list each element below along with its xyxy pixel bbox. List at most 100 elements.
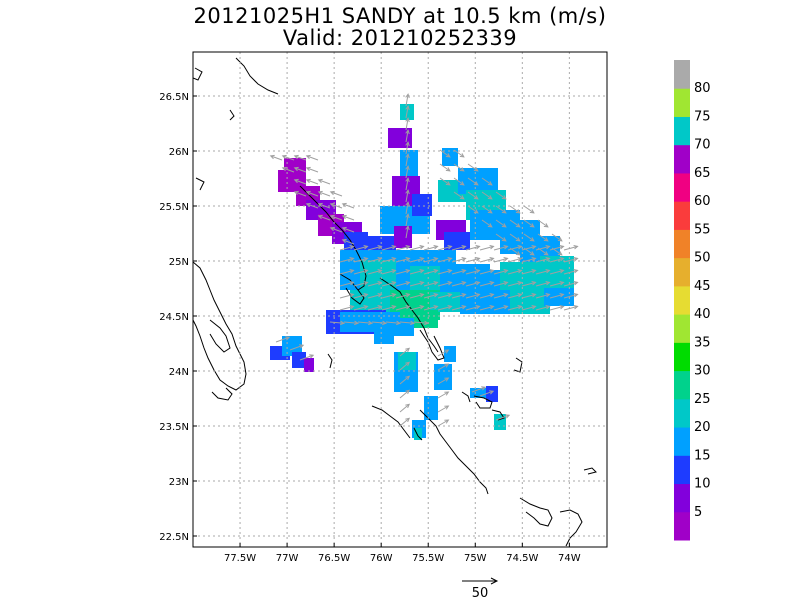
wind-vector [339,245,355,251]
wind-vector [537,219,549,228]
wind-vector [381,305,397,311]
wind-vector [551,233,563,242]
wind-vector [481,219,493,228]
wind-cell [494,414,506,430]
wind-vector [549,293,565,299]
wind-vector [439,163,451,172]
wind-cell [458,168,498,194]
lon-tick-label: 74.5W [506,553,538,564]
wind-vector [353,269,369,275]
wind-vector [535,305,551,311]
wind-vector [405,225,410,239]
wind-vector [495,219,507,228]
wind-vector [479,305,495,311]
wind-vector [521,281,537,287]
wind-vector [437,405,450,413]
wind-vector [329,320,346,326]
wind-vector [329,214,343,221]
lat-tick-label: 22.5N [159,532,189,543]
wind-vector [535,293,551,299]
wind-vector [549,305,565,311]
wind-vector [451,257,467,263]
wind-vector [453,191,465,200]
wind-vector [437,391,450,399]
wind-vector [509,247,521,256]
wind-vector [305,166,319,173]
wind-vector [437,363,450,371]
wind-vector [367,269,383,275]
wind-vector [381,281,397,287]
wind-vector [549,281,565,287]
wind-vector [399,389,411,399]
wind-vector [537,233,549,242]
colorbar-label: 80 [694,81,711,96]
wind-cell [278,170,290,192]
wind-vector [521,245,537,251]
wind-vector [537,247,549,256]
wind-vector [439,177,451,186]
wind-vector [509,219,521,228]
wind-vector [465,305,481,311]
wind-vector [465,269,481,275]
wind-vector [395,305,411,311]
wind-vector [371,320,388,326]
wind-vector [405,189,410,203]
wind-vector [549,257,565,263]
wind-vector [493,257,509,263]
wind-vector [395,293,411,299]
wind-vector [405,93,410,107]
lon-tick-label: 74W [558,553,581,564]
colorbar: 5 10 15 20 25 30 35 40 45 50 55 60 65 70 75 80 [674,60,711,541]
wind-vector [405,213,410,227]
wind-vector [551,247,563,256]
wind-vector [495,205,507,214]
wind-vector [405,141,410,155]
wind-vector [479,390,495,397]
wind-vector [521,293,537,299]
colorbar-segment [674,229,690,259]
wind-vector [367,293,383,299]
colorbar-label: 25 [694,392,711,407]
wind-vector [479,245,495,251]
wind-vector [409,257,425,263]
colorbar-label: 60 [694,194,711,209]
wind-vector [293,154,307,161]
wind-cell [414,310,438,328]
wind-vector [493,269,509,275]
wind-vector [535,269,551,275]
wind-vector [507,293,523,299]
wind-vector [521,257,537,263]
wind-vector [405,153,410,167]
wind-vector [381,269,397,275]
wind-vector [339,305,355,311]
lat-tick-label: 26.5N [159,92,189,103]
colorbar-label: 70 [694,138,711,153]
wind-vector [329,190,343,197]
wind-vector [479,269,495,275]
wind-vector [305,154,319,161]
wind-vector [493,245,509,251]
wind-vector [367,257,383,263]
reference-vector: 50 [462,577,499,600]
wind-vector [339,269,355,275]
wind-cell [510,290,550,314]
wind-vector [381,245,397,251]
wind-vector [341,202,355,209]
wind-vector [523,205,535,214]
colorbar-label: 45 [694,279,711,294]
lon-tick-label: 76W [370,553,393,564]
wind-vector [281,166,295,173]
lat-tick-label: 23.5N [159,422,189,433]
wind-vector [523,247,535,256]
wind-vector [353,245,369,251]
colorbar-label: 35 [694,335,711,350]
wind-vector [467,205,479,214]
lon-tick-label: 76.5W [318,553,350,564]
wind-vector [339,281,355,287]
wind-vector [467,177,479,186]
wind-vector [413,320,430,326]
wind-vector [399,361,411,371]
wind-cell [470,388,490,398]
wind-vector [353,293,369,299]
